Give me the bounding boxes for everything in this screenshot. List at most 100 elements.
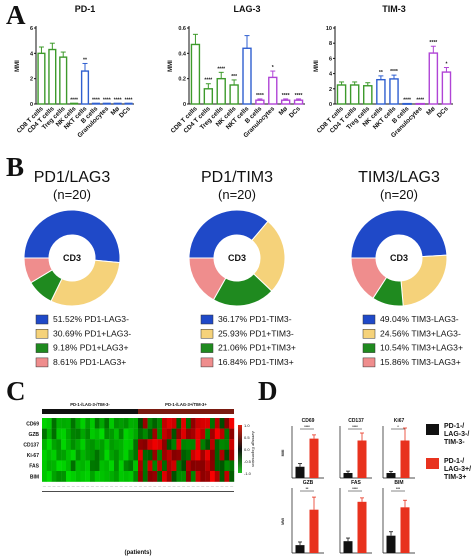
heatmap-cell: [157, 460, 163, 472]
significance-mark: ****: [403, 98, 411, 104]
heatmap-cell: [186, 471, 191, 482]
subchart-title: Ki67: [394, 418, 405, 424]
heatmap-cell: [190, 439, 196, 450]
bar: [59, 56, 68, 105]
heatmap-cell: [162, 418, 167, 429]
heatmap-cell: [229, 460, 235, 472]
heatmap-cell: [210, 449, 215, 461]
heatmap-cell: [70, 418, 76, 429]
heatmap-cell: [66, 439, 71, 450]
heatmap-cell: [51, 439, 57, 450]
legend-entry: 10.54% TIM3+LAG3+: [380, 343, 463, 353]
column-tick: —: [81, 485, 84, 489]
heatmap-cell: [85, 428, 91, 440]
heatmap-cell: [46, 460, 52, 472]
heatmap-cell: [70, 460, 76, 472]
bar: [402, 102, 412, 105]
heatmap-cell: [200, 449, 206, 461]
bar: [203, 88, 214, 105]
x-tick-label: DCs: [288, 105, 302, 119]
heatmap-cell: [162, 439, 167, 450]
column-tick: —: [101, 485, 104, 489]
colorbar-tick: 0.0: [244, 447, 250, 452]
heatmap-cell: [104, 460, 110, 472]
heatmap-cell: [205, 439, 211, 450]
subchart-title: CD137: [348, 418, 364, 424]
heatmap-cell: [61, 449, 67, 461]
column-tick: —: [177, 485, 180, 489]
column-tick: —: [48, 485, 51, 489]
colorbar-title: Average Expression: [251, 431, 256, 467]
heatmap-cell: [195, 439, 201, 450]
heatmap-cell: [75, 471, 81, 482]
heatmap-cell: [147, 428, 153, 440]
heatmap-cell: [128, 418, 134, 429]
heatmap-cell: [210, 471, 215, 482]
x-tick-label: Mø: [278, 105, 290, 117]
significance-mark: ****: [352, 487, 358, 491]
bar: [280, 99, 291, 105]
column-tick: —: [192, 485, 195, 489]
column-tick: —: [72, 485, 75, 489]
column-tick: —: [201, 485, 204, 489]
heatmap-cell: [219, 418, 225, 429]
heatmap-cell: [142, 439, 148, 450]
legend-entry: 36.17% PD1-TIM3-: [218, 314, 292, 324]
row-label: BIM: [30, 474, 39, 480]
panel-letter-a: A: [6, 0, 26, 30]
panel-letter-d: D: [258, 376, 278, 406]
column-tick: —: [129, 485, 132, 489]
heatmap-cell: [166, 449, 172, 461]
heatmap-cell: [152, 428, 158, 440]
heatmap-cell: [80, 439, 86, 450]
heatmap-cell: [152, 439, 158, 450]
legend-entry: 30.69% PD1+LAG3-: [53, 328, 131, 338]
column-tick: —: [125, 485, 128, 489]
donut-hole: [376, 235, 422, 281]
heatmap-cell: [157, 428, 163, 440]
heatmap-cell: [147, 449, 153, 461]
heatmap-cell: [205, 449, 211, 461]
bar: [389, 78, 399, 105]
legend-entry: 51.52% PD1-LAG3-: [53, 314, 129, 324]
legend-entry: 25.93% PD1+TIM3-: [218, 328, 294, 338]
heatmap-cell: [94, 439, 100, 450]
significance-mark: ****: [390, 69, 398, 75]
heatmap-cell: [166, 428, 172, 440]
bar: [80, 70, 90, 105]
y-tick-label: 8: [329, 41, 332, 47]
heatmap-cell: [90, 418, 95, 429]
x-tick-label: DCs: [118, 105, 132, 119]
heatmap-cell: [214, 439, 220, 450]
heatmap-cell: [80, 418, 86, 429]
heatmap-cell: [152, 471, 158, 482]
y-tick-label: 6: [329, 56, 332, 62]
heatmap-cell: [210, 418, 215, 429]
heatmap-cell: [90, 471, 95, 482]
y-axis-label: MMI: [168, 60, 174, 72]
subchart-title: BIM: [394, 480, 403, 486]
significance-mark: **: [379, 70, 383, 76]
heatmap-cell: [171, 471, 177, 482]
heatmap-cell: [114, 460, 119, 472]
chart-title: PD-1: [75, 4, 96, 14]
heatmap-cell: [114, 449, 119, 461]
bar: [113, 102, 122, 105]
bar: [255, 99, 265, 105]
heatmap-cell: [128, 428, 134, 440]
significance-mark: *: [397, 425, 399, 429]
heatmap-cell: [75, 439, 81, 450]
bar: [242, 47, 252, 105]
bar: [48, 48, 57, 105]
chart-title: TIM3/LAG3: [358, 169, 440, 186]
column-tick: —: [197, 485, 200, 489]
heatmap-cell: [142, 418, 148, 429]
heatmap-cell: [147, 460, 153, 472]
legend-entry: PD-1-/LAG-3+/TIM-3+: [444, 458, 471, 481]
heatmap-cell: [99, 418, 105, 429]
heatmap-cell: [70, 428, 76, 440]
panel-letter-c: C: [6, 376, 26, 406]
heatmap-cell: [94, 460, 100, 472]
